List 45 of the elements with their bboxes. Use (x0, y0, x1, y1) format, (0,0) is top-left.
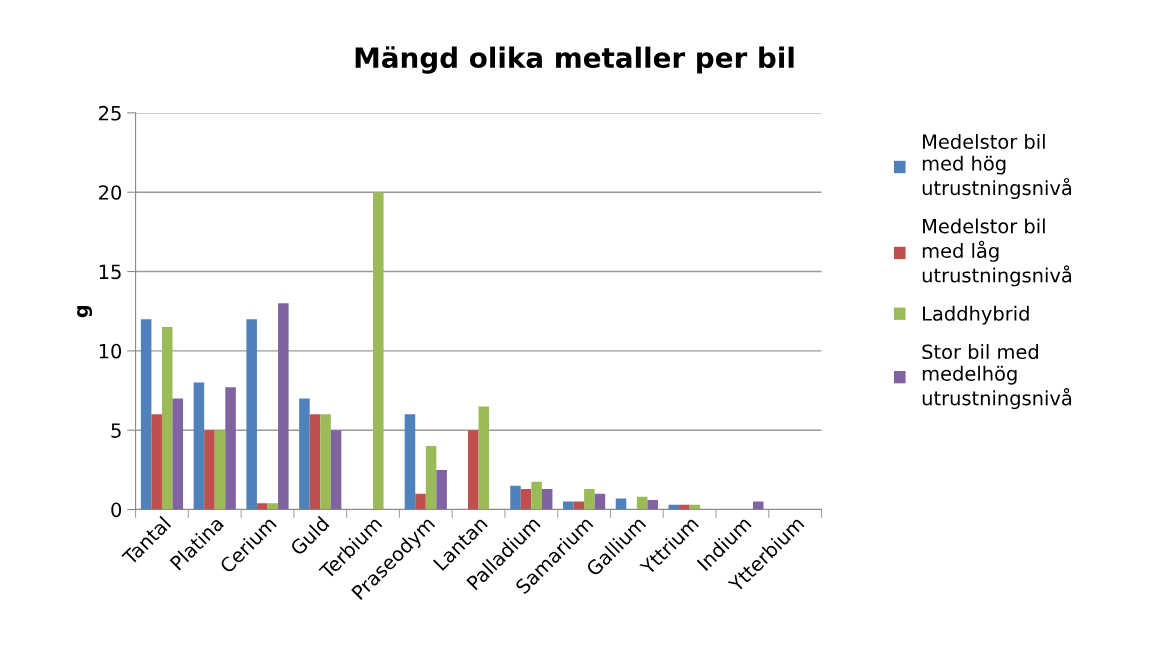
legend-label: Laddhybrid (923, 305, 1029, 325)
bar (425, 446, 437, 510)
bar (267, 503, 279, 510)
y-tick-label: 20 (99, 185, 122, 200)
y-tick-label: 5 (111, 423, 121, 438)
legend-label: Stor bil med medelhög utrustningsnivå (922, 344, 1072, 410)
bar (151, 414, 162, 510)
bar (404, 414, 416, 510)
bar (562, 501, 574, 510)
bar (246, 319, 257, 510)
bar (214, 430, 226, 510)
legend-label: Medelstor bil med låg utrustningsnivå (922, 218, 1072, 287)
y-tick-label: 0 (111, 502, 122, 518)
bar (309, 414, 321, 510)
chart-title: Mängd olika metaller per bil (355, 46, 794, 74)
bar (520, 488, 532, 510)
y-tick-label: 10 (99, 343, 122, 359)
bar (140, 319, 152, 510)
bar (636, 496, 648, 510)
bar (615, 498, 627, 510)
y-axis-title: g (77, 305, 93, 318)
bar (584, 488, 595, 510)
bar (510, 485, 521, 510)
bar (225, 387, 236, 510)
bar (531, 481, 542, 510)
bar (256, 503, 268, 510)
bar (330, 430, 342, 510)
bar (478, 406, 490, 510)
y-tick-label: 15 (99, 264, 121, 280)
bar (436, 469, 447, 510)
bar (594, 493, 606, 510)
bar (647, 500, 658, 510)
bar (172, 398, 184, 510)
bar (541, 488, 553, 510)
bar (320, 414, 331, 510)
y-tick-label: 25 (99, 105, 121, 121)
bar (204, 430, 215, 510)
bar (468, 430, 479, 510)
legend-label: Medelstor bil med hög utrustningsnivå (922, 133, 1072, 200)
bar (193, 382, 205, 510)
bar (373, 192, 384, 510)
bar (161, 327, 173, 510)
bar (299, 398, 310, 510)
bar (415, 493, 426, 510)
bar (278, 303, 289, 510)
